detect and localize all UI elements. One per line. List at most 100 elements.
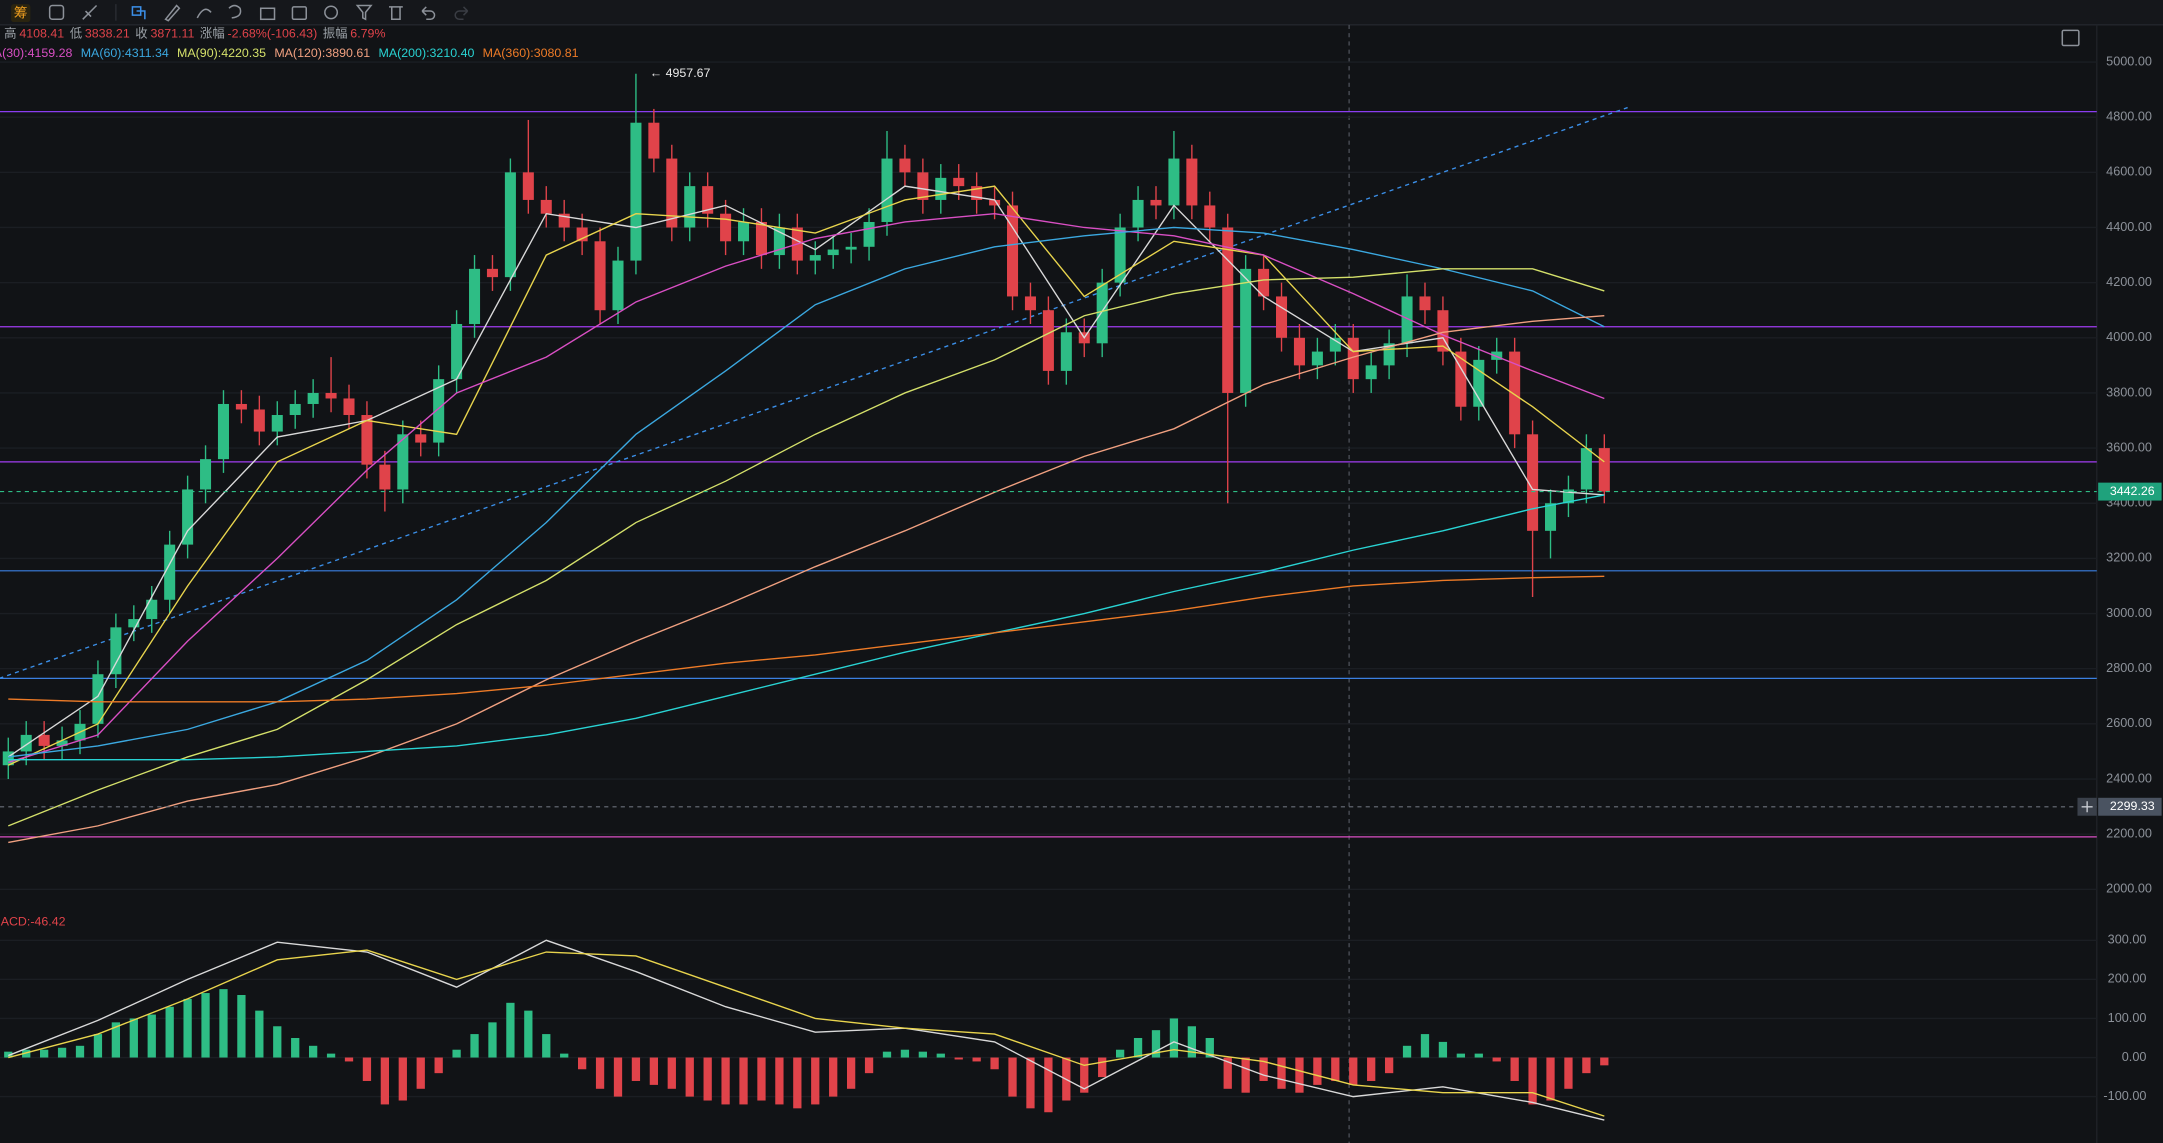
candle-body (630, 122, 642, 261)
macd-bar (1564, 1057, 1573, 1089)
macd-bar (309, 1045, 318, 1058)
macd-bar (1241, 1057, 1250, 1093)
candle-body (325, 392, 337, 399)
icon-filter[interactable] (355, 4, 373, 21)
candle-body (1222, 227, 1234, 393)
macd-bar (1582, 1057, 1591, 1074)
macd-bar (1349, 1057, 1358, 1085)
info-label: 振幅 (323, 26, 348, 41)
icon-undo[interactable] (421, 6, 436, 21)
candle-body (182, 489, 194, 545)
macd-bar (829, 1057, 838, 1097)
macd-bar (667, 1057, 676, 1089)
candle-body (522, 172, 534, 200)
info-row: 高 4108.41 低 3838.21 收 3871.11 涨幅 -2.68%(-106.43… (4, 26, 385, 41)
icon-bag[interactable] (259, 7, 276, 21)
badge-box[interactable] (11, 4, 31, 23)
macd-bar (972, 1057, 981, 1062)
y-tick-label: 300.00 (2108, 933, 2147, 947)
icon-brush[interactable] (196, 8, 212, 19)
legend: MA(30):4159.28 MA(60):4311.34 MA(90):4220.… (0, 46, 579, 60)
y-tick-label: 4400.00 (2106, 220, 2152, 234)
macd-bar (1151, 1030, 1161, 1058)
candle-body (1240, 268, 1252, 393)
candle-body (1545, 503, 1557, 531)
icon-fullscreen[interactable] (2061, 29, 2080, 47)
candle-body (1329, 337, 1341, 352)
y-tick-label: 5000.00 (2106, 54, 2152, 68)
candle-body (666, 158, 678, 228)
candle-body (1437, 310, 1449, 352)
macd-bar (1133, 1037, 1143, 1058)
macd-bar (452, 1049, 461, 1058)
candle-body (1276, 296, 1288, 338)
info-value: 3871.11 (150, 27, 194, 41)
macd-bar (434, 1057, 443, 1074)
candle-body (558, 213, 570, 228)
macd-bar (1115, 1049, 1125, 1058)
legend-item: MA(120):3890.61 (274, 46, 370, 60)
macd-bar (1008, 1057, 1017, 1097)
macd-bar (1187, 1026, 1196, 1058)
candle-body (164, 544, 176, 600)
info-label: 收 (135, 27, 147, 41)
macd-bar (201, 993, 210, 1058)
info-value: -2.68%(-106.43) (228, 27, 318, 41)
macd-bar (936, 1053, 945, 1058)
candle-body (1509, 351, 1521, 435)
macd-bar (398, 1057, 407, 1101)
macd-bar (344, 1057, 354, 1062)
macd-bar (362, 1057, 372, 1081)
macd-bar (900, 1049, 910, 1058)
candle-body (1096, 282, 1108, 344)
macd-bar (291, 1037, 300, 1058)
candle-body (504, 172, 516, 278)
macd-bar (1438, 1041, 1448, 1058)
macd-bar (506, 1002, 515, 1058)
legend-item: MA(60):4311.34 (81, 46, 169, 60)
candle-body (594, 241, 606, 311)
icon-redo[interactable] (454, 6, 469, 21)
macd-bar (954, 1057, 963, 1060)
icon-measure[interactable] (291, 6, 307, 21)
icon-delete[interactable] (389, 6, 403, 21)
candle-body (20, 734, 32, 752)
candle-body (1024, 296, 1036, 311)
macd-bar (237, 995, 246, 1058)
moving-average (8, 213, 1605, 764)
info-value: 4108.41 (19, 27, 64, 41)
candle-body (1527, 434, 1539, 531)
icon-pencil[interactable] (164, 4, 181, 22)
candle-body (1132, 199, 1144, 228)
icon-magnet[interactable] (324, 5, 339, 20)
candle-body (863, 221, 875, 247)
macd-bar (326, 1053, 336, 1058)
icon-tools[interactable] (82, 4, 98, 20)
candle-body (935, 177, 947, 200)
icon-select[interactable] (131, 6, 146, 20)
y-tick-label: 2800.00 (2106, 661, 2152, 675)
candle-body (576, 227, 588, 242)
macd-bar (685, 1057, 694, 1097)
macd-bar (165, 1006, 174, 1058)
macd-bar (1277, 1057, 1286, 1089)
y-tick-label: 4800.00 (2106, 110, 2152, 124)
macd-bar (22, 1049, 31, 1058)
macd-bar (111, 1022, 121, 1058)
toolbar-badge[interactable]: 筹 (14, 4, 28, 20)
moving-average (8, 575, 1605, 703)
macd-bar (846, 1057, 856, 1089)
candle-body (1258, 268, 1270, 297)
macd-bar (1546, 1057, 1555, 1101)
macd-bar (757, 1057, 766, 1101)
candle-body (971, 186, 983, 200)
macd-bar (183, 998, 192, 1058)
macd-line (8, 949, 1605, 1117)
macd-bar (1331, 1057, 1340, 1081)
macd-bar (990, 1057, 999, 1070)
icon-text[interactable] (228, 4, 242, 19)
icon-cycle[interactable] (48, 4, 65, 21)
macd-bar (1026, 1057, 1035, 1109)
candle-body (128, 619, 140, 628)
